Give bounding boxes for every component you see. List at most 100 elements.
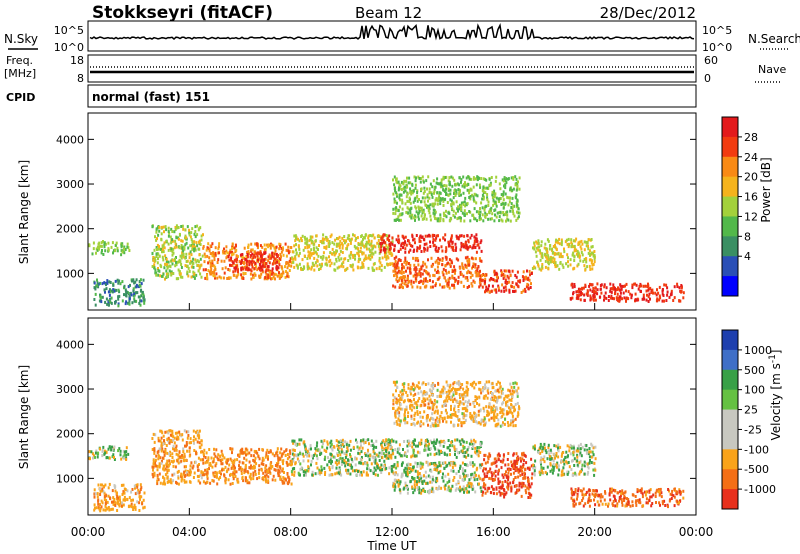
data-cell [631,283,634,287]
data-cell [311,261,314,265]
data-cell [351,459,354,463]
data-cell [298,251,301,255]
data-cell [507,203,510,207]
data-cell [331,473,334,477]
data-cell [386,237,389,241]
data-cell [279,475,282,479]
data-cell [185,252,188,256]
data-cell [202,452,205,456]
data-cell [211,254,214,258]
data-cell [427,447,430,451]
data-cell [88,243,91,247]
data-cell [254,469,257,473]
data-cell [178,430,181,434]
data-cell [444,279,447,283]
data-cell [190,231,193,235]
data-cell [293,470,296,474]
data-cell [278,274,281,278]
data-cell [506,213,509,217]
data-cell [463,234,466,238]
data-cell [302,454,305,458]
data-cell [90,450,93,454]
data-cell [438,464,441,468]
data-cell [416,189,419,193]
data-cell [345,268,348,272]
data-cell [113,498,116,501]
data-cell [375,439,378,443]
data-cell [176,437,179,441]
data-cell [237,272,240,276]
data-cell [644,284,647,288]
data-cell [410,282,413,286]
data-cell [486,213,488,217]
data-cell [510,202,513,206]
data-cell [416,191,419,194]
data-cell [383,250,386,254]
data-cell [232,467,235,471]
data-cell [252,458,255,462]
data-cell [401,207,404,211]
data-cell [498,182,501,186]
data-cell [575,290,578,294]
data-cell [493,279,496,283]
data-cell [663,283,666,287]
data-cell [267,243,270,247]
data-cell [432,273,435,277]
data-cell [352,445,355,449]
data-cell [169,450,172,454]
data-cell [278,242,281,246]
data-cell [131,279,133,283]
data-cell [340,448,343,452]
data-cell [444,483,447,487]
data-cell [127,452,130,456]
data-cell [529,273,531,277]
data-cell [381,256,384,260]
data-cell [272,255,275,259]
data-cell [362,265,365,269]
data-cell [391,242,394,246]
data-cell [447,193,450,197]
data-cell [586,240,589,244]
data-cell [258,252,261,256]
data-cell [613,287,616,291]
data-cell [143,491,146,495]
data-cell [425,265,428,269]
data-cell [399,276,402,280]
data-cell [156,261,159,265]
data-cell [193,247,196,251]
data-cell [336,452,339,456]
data-cell [153,440,156,444]
data-cell [160,232,163,236]
data-cell [351,469,354,473]
data-cell [388,242,391,246]
data-cell [382,439,385,443]
data-cell [111,448,114,452]
data-cell [444,238,446,242]
data-cell [429,245,432,248]
data-cell [202,461,205,465]
data-cell [414,461,417,465]
data-cell [281,267,284,271]
data-cell [250,454,253,458]
data-cell [481,206,484,210]
data-cell [245,266,248,270]
data-cell [517,180,519,184]
data-cell [224,266,227,270]
data-cell [111,455,114,459]
data-cell [396,218,399,221]
data-cell [306,454,309,458]
data-cell [320,439,323,443]
data-cell [580,247,583,251]
data-cell [356,440,359,444]
data-cell [487,200,490,204]
data-cell [132,289,135,293]
freq-label-line1: Freq. [6,54,33,67]
data-cell [385,449,387,453]
data-cell [448,180,451,184]
data-cell [329,258,332,262]
data-cell [413,216,416,220]
data-cell [495,202,497,206]
data-cell [258,276,261,279]
data-cell [587,251,590,255]
data-cell [370,239,373,243]
